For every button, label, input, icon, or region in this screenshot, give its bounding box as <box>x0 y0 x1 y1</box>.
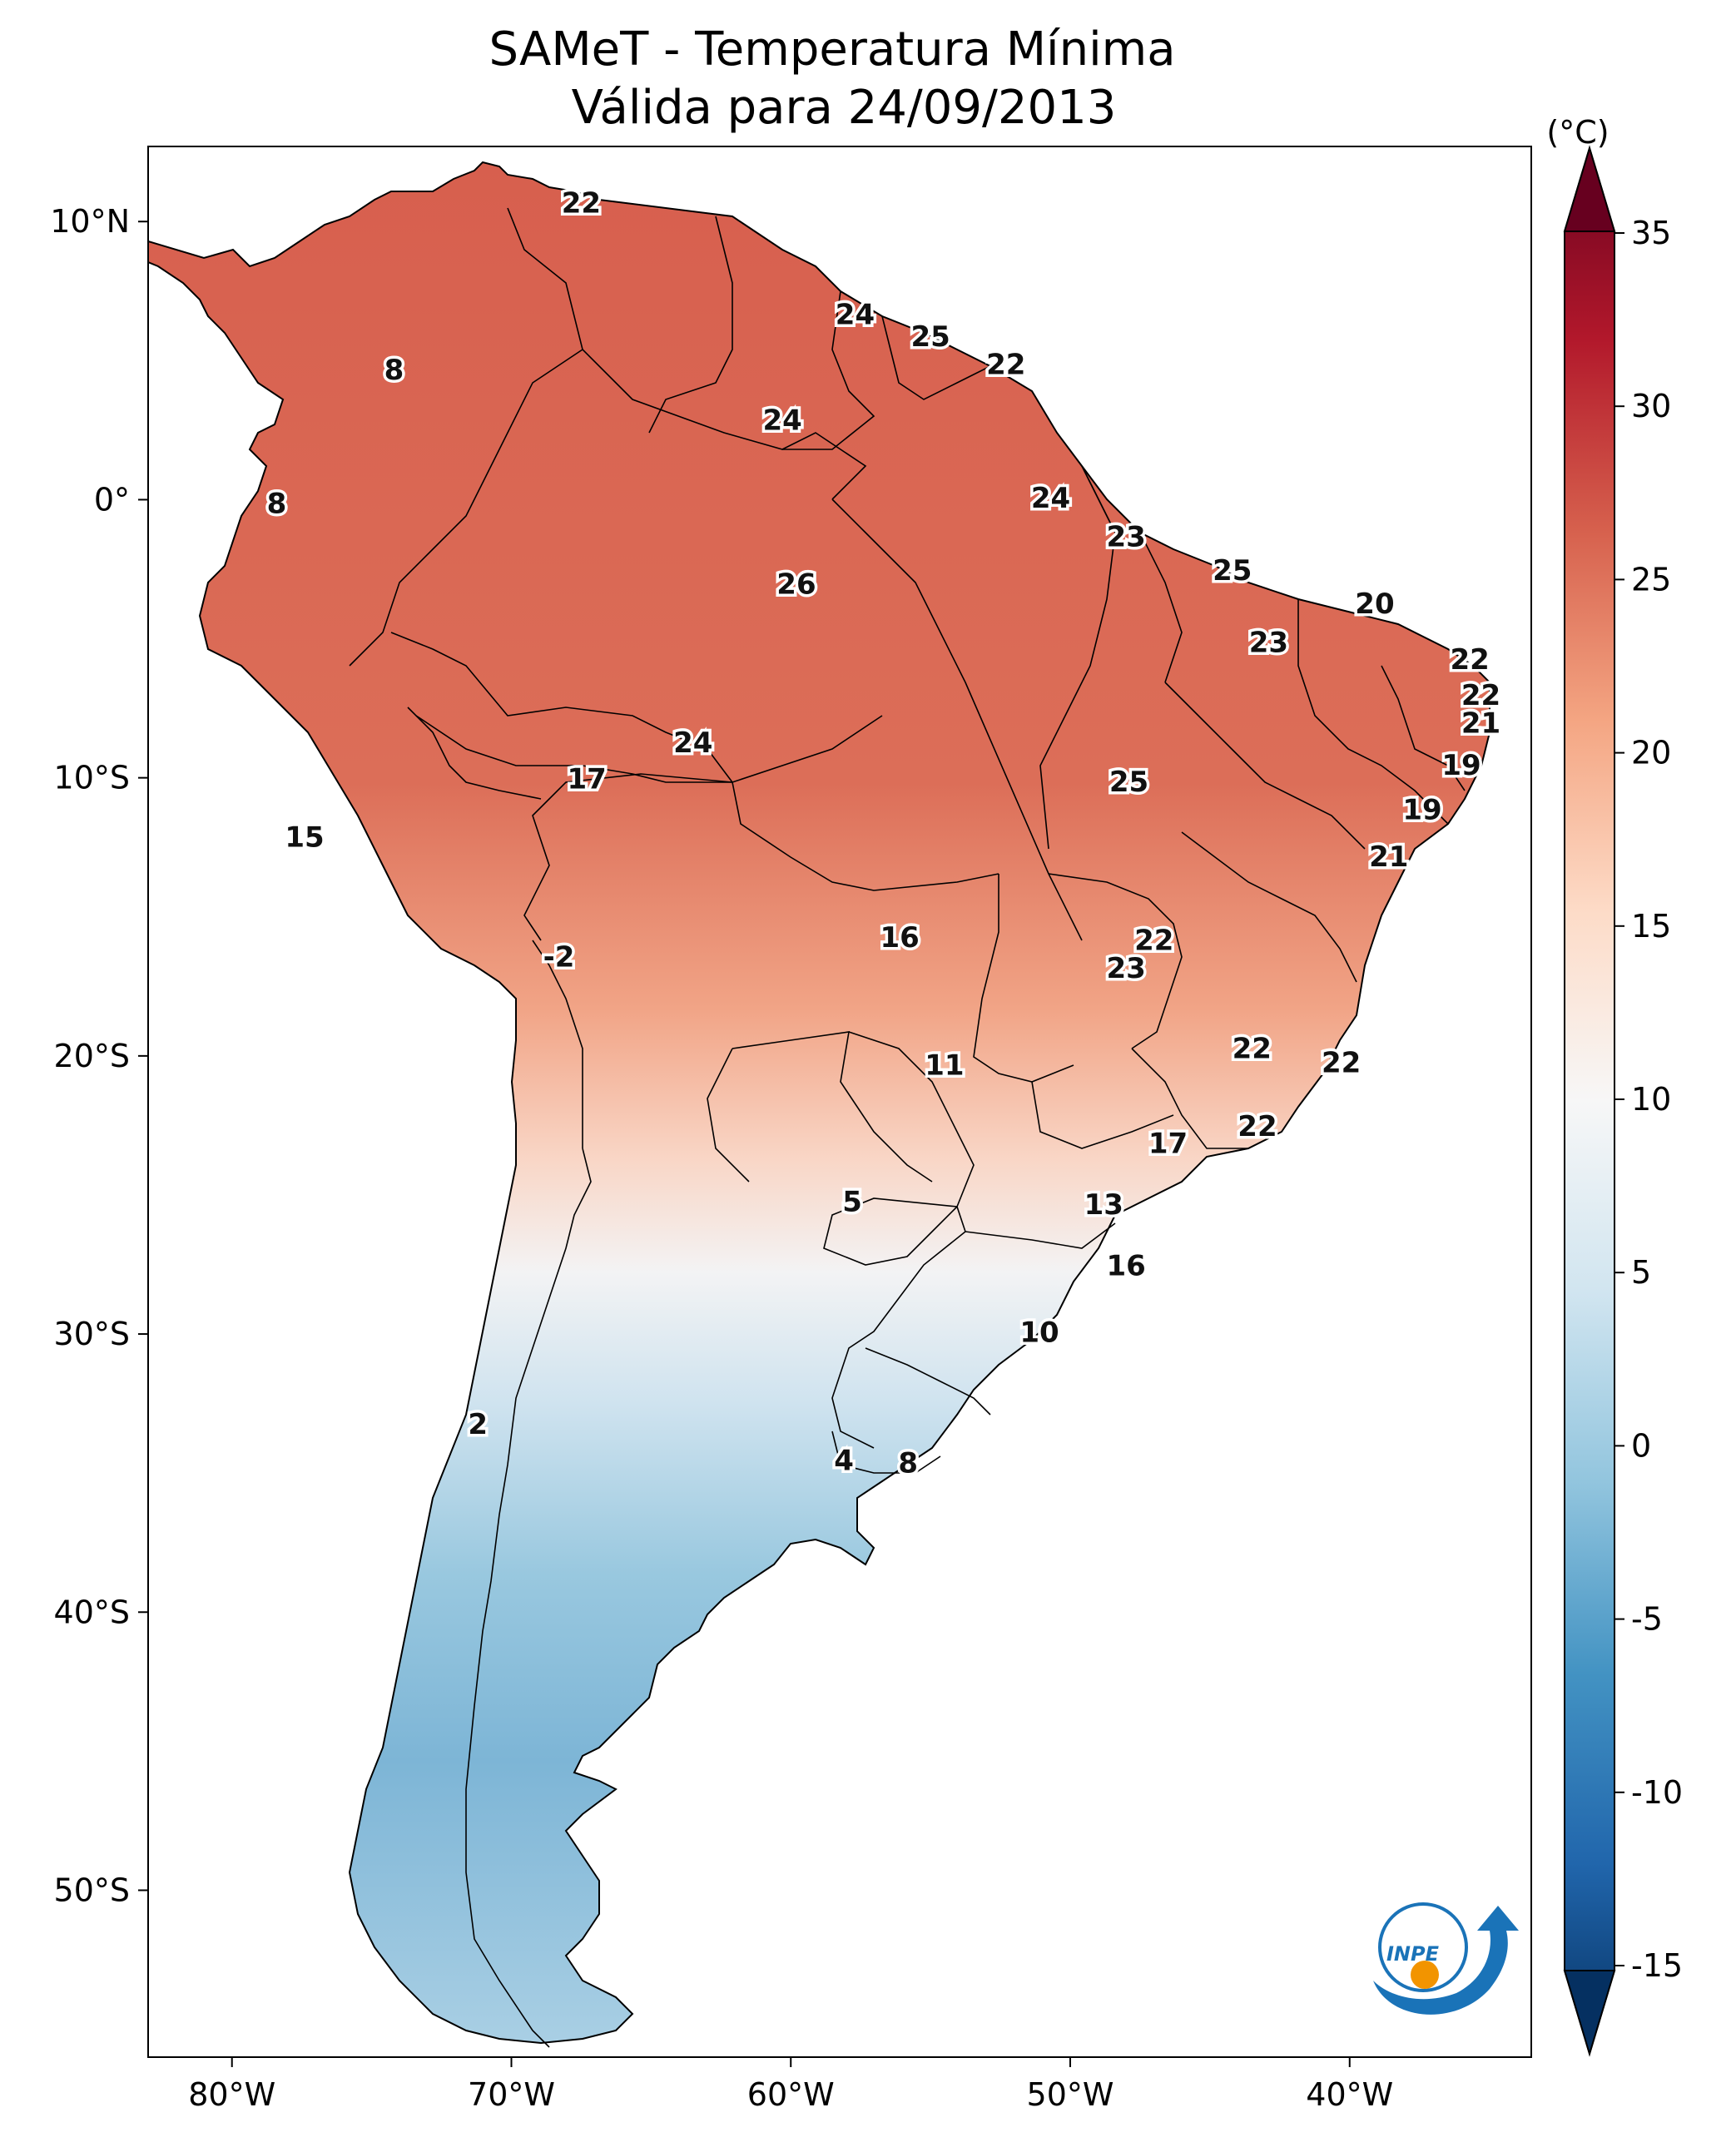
temperature-label: 21 <box>1369 840 1408 874</box>
temperature-label: 13 <box>1084 1188 1123 1222</box>
temperature-label: 11 <box>925 1049 964 1083</box>
lon-tick-label: 80°W <box>188 2076 275 2113</box>
colorbar-tick-label: -15 <box>1631 1947 1683 1984</box>
lat-tick-label: 0° <box>94 481 130 518</box>
temperature-label: 4 <box>834 1444 854 1477</box>
lon-tick-label: 50°W <box>1027 2076 1114 2113</box>
temperature-label: 25 <box>910 320 950 354</box>
temperature-label: 21 <box>1461 707 1500 741</box>
temperature-label: 22 <box>1461 679 1500 712</box>
temperature-label: 17 <box>1148 1127 1188 1160</box>
colorbar-top-arrow <box>1563 145 1616 232</box>
temperature-label: 24 <box>673 726 712 760</box>
colorbar-tick-label: 30 <box>1631 388 1671 424</box>
colorbar-tick-label: -5 <box>1631 1601 1663 1638</box>
temperature-label: 24 <box>1031 482 1070 515</box>
logo-text: INPE <box>1386 1942 1440 1966</box>
temperature-label: 23 <box>1106 952 1145 985</box>
temperature-label: 8 <box>267 488 287 521</box>
colorbar-tick-label: -10 <box>1631 1774 1683 1811</box>
colorbar-unit: (°C) <box>1546 114 1609 151</box>
colorbar-tick-label: 10 <box>1631 1081 1671 1118</box>
lat-tick-label: 20°S <box>54 1038 130 1074</box>
temperature-label: 22 <box>1233 1033 1272 1066</box>
temperature-label: 22 <box>1134 924 1173 957</box>
colorbar-tick-label: 5 <box>1631 1254 1651 1291</box>
colorbar-tick-label: 25 <box>1631 561 1671 598</box>
colorbar: (°C) 35 30 25 20 15 10 5 0 -5 -10 -15 <box>1546 114 1683 2057</box>
colorbar-tick-label: 0 <box>1631 1427 1651 1464</box>
map-title: SAMeT - Temperatura Mínima <box>489 22 1175 77</box>
temperature-label: 25 <box>1213 554 1252 588</box>
latitude-axis: 10°N 0° 10°S 20°S 30°S 40°S 50°S <box>50 203 148 1908</box>
temperature-label: 19 <box>1441 749 1481 782</box>
map-frame <box>147 146 1532 2058</box>
temperature-label: 26 <box>776 568 816 602</box>
temperature-label: 23 <box>1106 521 1145 554</box>
temperature-label: 17 <box>567 762 606 796</box>
temperature-label: 22 <box>1238 1110 1277 1143</box>
colorbar-bottom-arrow <box>1563 1970 1616 2057</box>
temperature-label: 16 <box>1106 1249 1145 1282</box>
temperature-label: 10 <box>1019 1316 1059 1350</box>
temperature-label: 22 <box>986 349 1025 382</box>
temperature-label: 23 <box>1249 627 1288 660</box>
temperature-label: 20 <box>1355 588 1394 621</box>
colorbar-tick-label: 35 <box>1631 215 1671 251</box>
temperature-label: -2 <box>543 940 575 974</box>
temperature-label: 8 <box>898 1447 918 1480</box>
colorbar-ticks: 35 30 25 20 15 10 5 0 -5 -10 -15 <box>1614 215 1683 1984</box>
temperature-label: 8 <box>384 354 404 387</box>
lat-tick-label: 40°S <box>54 1594 130 1630</box>
coastline <box>148 161 1490 2044</box>
temperature-label: 19 <box>1402 793 1441 826</box>
colorbar-tick-label: 15 <box>1631 908 1671 945</box>
temperature-label: 25 <box>1109 766 1148 799</box>
map-area <box>148 161 1490 2048</box>
lat-tick-label: 10°S <box>54 760 130 796</box>
map-subtitle: Válida para 24/09/2013 <box>572 81 1117 135</box>
temperature-label: 15 <box>285 821 324 855</box>
longitude-axis: 80°W 70°W 60°W 50°W 40°W <box>188 2057 1393 2113</box>
colorbar-tick-label: 20 <box>1631 735 1671 771</box>
temperature-label: 5 <box>842 1185 862 1218</box>
logo-sun-icon <box>1411 1961 1439 1989</box>
lon-tick-label: 40°W <box>1306 2076 1393 2113</box>
temperature-label: 24 <box>836 298 875 331</box>
logo-orbit-icon <box>1378 1902 1468 1992</box>
temperature-label: 24 <box>763 404 802 437</box>
colorbar-body <box>1564 145 1615 2057</box>
temperature-label: 16 <box>880 921 920 955</box>
lon-tick-label: 60°W <box>747 2076 835 2113</box>
political-borders <box>349 207 1466 2048</box>
lat-tick-label: 50°S <box>54 1872 130 1908</box>
lat-tick-label: 10°N <box>50 203 130 240</box>
temperature-label: 22 <box>562 187 601 221</box>
logo-swoosh-icon <box>1373 1906 1519 2015</box>
temperature-label: 2 <box>468 1408 488 1441</box>
inpe-logo: INPE <box>1373 1902 1519 2015</box>
lon-tick-label: 70°W <box>468 2076 555 2113</box>
temperature-label: 22 <box>1322 1046 1361 1079</box>
temperature-label: 22 <box>1450 643 1489 677</box>
lat-tick-label: 30°S <box>54 1316 130 1352</box>
